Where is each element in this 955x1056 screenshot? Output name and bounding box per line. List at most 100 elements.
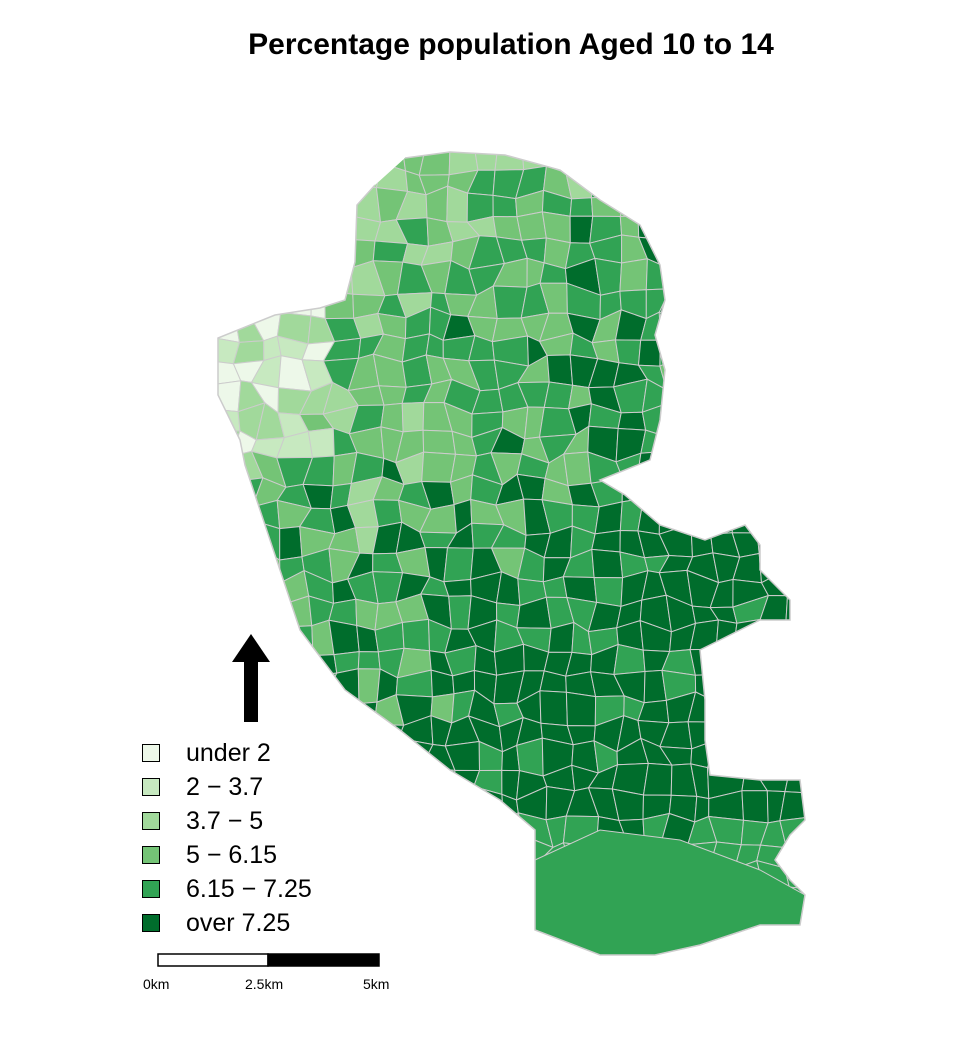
map-area <box>756 530 794 556</box>
map-area <box>283 689 308 728</box>
map-area <box>754 330 791 363</box>
map-area <box>418 911 452 937</box>
map-area <box>218 524 231 554</box>
map-area <box>398 737 434 776</box>
map-area <box>400 813 429 846</box>
map-area <box>758 383 794 414</box>
map-area <box>734 162 763 198</box>
map-area <box>592 152 619 165</box>
map-area <box>229 599 257 627</box>
map-area <box>470 838 500 869</box>
map-area <box>666 385 698 410</box>
map-area <box>324 862 352 897</box>
map-area <box>357 747 380 777</box>
map-area <box>637 187 673 217</box>
map-area <box>310 290 326 320</box>
scale-label-mid: 2.5km <box>245 976 284 992</box>
map-area <box>682 473 722 508</box>
map-area <box>637 211 673 240</box>
map-area <box>325 743 361 772</box>
legend-swatch <box>142 880 160 898</box>
map-area <box>494 152 525 171</box>
map-area <box>226 500 261 526</box>
map-title: Percentage population Aged 10 to 14 <box>248 28 774 61</box>
legend-item: 6.15 − 7.25 <box>142 872 312 906</box>
legend-swatch <box>142 846 160 864</box>
map-area <box>780 648 805 674</box>
map-area <box>779 212 805 246</box>
map-area <box>754 354 791 389</box>
map-area <box>689 425 711 465</box>
map-area <box>737 357 766 389</box>
map-area <box>446 885 479 919</box>
map-area <box>282 646 314 677</box>
map-area <box>403 911 432 939</box>
map-area <box>218 599 241 626</box>
map-area <box>708 668 737 700</box>
map-area <box>593 576 624 607</box>
map-area <box>444 916 480 940</box>
map-area <box>377 935 405 955</box>
map-area <box>326 186 354 219</box>
legend-label: 5 − 6.15 <box>186 840 278 869</box>
map-area <box>756 504 788 534</box>
map-area <box>659 451 691 480</box>
legend-item: 3.7 − 5 <box>142 804 312 838</box>
map-area <box>476 866 500 891</box>
map-area <box>422 859 455 897</box>
map-area <box>759 689 792 719</box>
legend-swatch <box>142 812 160 830</box>
map-area <box>298 213 338 239</box>
map-area <box>380 792 409 819</box>
map-area <box>682 258 721 286</box>
map-area <box>758 552 794 584</box>
map-area <box>444 931 480 955</box>
map-area <box>218 152 237 170</box>
map-area <box>565 691 597 727</box>
map-area <box>621 477 645 503</box>
map-area <box>356 761 382 796</box>
map-area <box>328 619 360 656</box>
map-area <box>780 288 805 314</box>
map-area <box>231 242 257 267</box>
map-area <box>734 455 764 489</box>
map-area <box>785 696 805 722</box>
map-area <box>218 621 240 657</box>
map-area <box>713 152 739 167</box>
map-area <box>543 381 574 410</box>
map-area <box>784 840 805 869</box>
map-area <box>613 643 646 676</box>
map-area <box>646 162 669 191</box>
map-area <box>785 240 805 266</box>
map-area <box>492 194 518 218</box>
map-area <box>307 427 335 458</box>
map-area <box>324 267 354 295</box>
map-area <box>372 240 409 263</box>
map-area <box>250 283 282 320</box>
map-area <box>708 355 744 387</box>
map-area <box>446 185 469 223</box>
map-area <box>305 672 338 696</box>
map-area <box>422 429 457 455</box>
legend-label: over 7.25 <box>186 908 291 937</box>
map-area <box>323 715 361 749</box>
map-area <box>764 714 788 753</box>
map-area <box>591 529 621 553</box>
map-area <box>610 152 648 175</box>
map-area <box>347 817 383 839</box>
map-area <box>400 843 429 862</box>
map-area <box>733 479 770 506</box>
map-area <box>347 915 383 937</box>
map-area <box>733 668 763 696</box>
map-area <box>779 188 805 218</box>
map-area <box>218 311 241 344</box>
map-area <box>253 601 278 629</box>
map-area <box>371 886 405 918</box>
legend-label: 6.15 − 7.25 <box>186 874 312 903</box>
map-area <box>760 163 790 196</box>
map-area <box>374 737 406 777</box>
map-area <box>619 189 650 218</box>
map-area <box>706 382 744 409</box>
map-area <box>418 152 451 176</box>
map-area <box>707 455 743 488</box>
